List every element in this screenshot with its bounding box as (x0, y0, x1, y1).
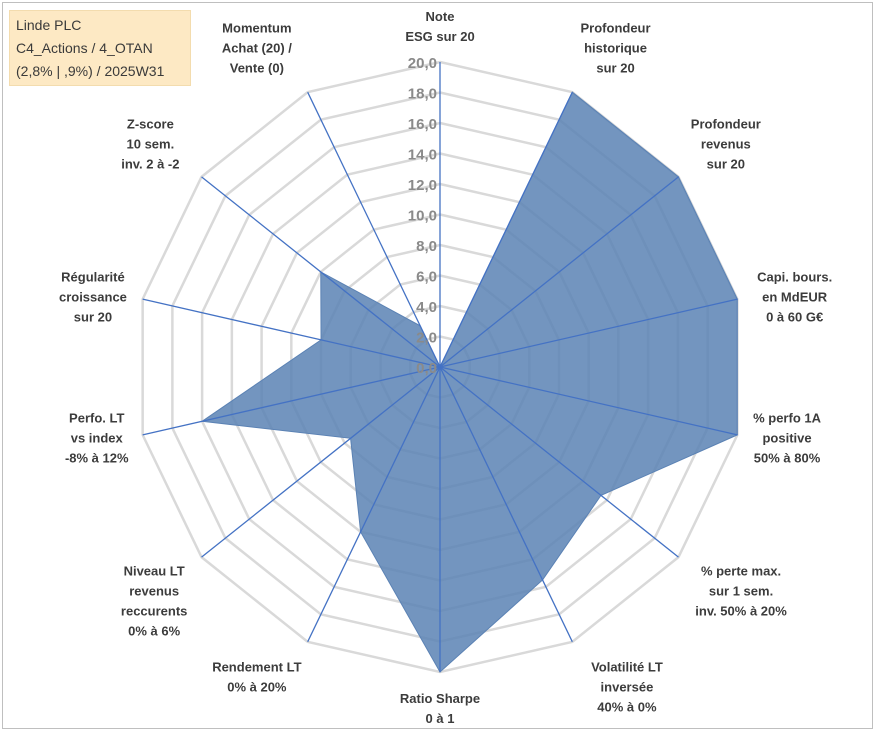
axis-label-line: % perte max. (701, 564, 781, 579)
axis-label-line: historique (584, 40, 647, 55)
axis-label-line: Vente (0) (230, 60, 284, 75)
axis-label-line: -8% à 12% (65, 451, 129, 466)
radar-axis-labels: Note ESG sur 20 Profondeur historique sur 20… (59, 9, 832, 726)
axis-label-line: 50% à 80% (754, 451, 821, 466)
axis-label-line: ESG sur 20 (405, 29, 474, 44)
tick-label: 16,0 (408, 116, 437, 133)
axis-spoke (439, 366, 738, 436)
tick-label: 6,0 (416, 269, 437, 286)
tick-label: 4,0 (416, 299, 437, 316)
tick-label: 0,0 (416, 360, 437, 377)
axis-label-5: % perte max. sur 1 sem. inv. 50% à 20% (695, 564, 787, 619)
axis-label-line: Note (426, 9, 455, 24)
axis-label-line: en MdEUR (762, 289, 828, 304)
axis-label-11: Régularité croissance sur 20 (59, 269, 127, 324)
tick-label: 18,0 (408, 86, 437, 103)
axis-spoke (142, 298, 441, 368)
axis-spoke (439, 298, 738, 368)
axis-label-line: positive (762, 431, 811, 446)
axis-label-line: Volatilité LT (591, 660, 663, 675)
axis-label-line: Momentum (222, 20, 291, 35)
axis-label-line: croissance (59, 289, 127, 304)
axis-label-line: 0% à 20% (227, 680, 287, 695)
info-box: Linde PLC C4_Actions / 4_OTAN (2,8% | ,9… (9, 10, 191, 86)
axis-label-line: Régularité (61, 269, 125, 284)
axis-label-line: Capi. bours. (757, 269, 832, 284)
axis-label-line: sur 20 (74, 309, 112, 324)
axis-spoke (142, 366, 441, 436)
axis-label-line: 40% à 0% (597, 700, 657, 715)
info-company: Linde PLC (16, 17, 82, 33)
tick-label: 14,0 (408, 147, 437, 164)
tick-label: 10,0 (408, 208, 437, 225)
axis-label-8: Rendement LT 0% à 20% (212, 660, 301, 695)
axis-spoke (201, 366, 441, 558)
axis-label-2: Profondeur revenus sur 20 (691, 116, 761, 171)
axis-label-line: % perfo 1A (753, 411, 822, 426)
axis-label-9: Niveau LT revenus reccurents 0% à 6% (121, 564, 187, 639)
tick-label: 8,0 (416, 238, 437, 255)
axis-label-1: Profondeur historique sur 20 (581, 20, 651, 75)
axis-label-line: inversée (601, 680, 654, 695)
axis-label-line: Rendement LT (212, 660, 301, 675)
axis-spoke (439, 366, 573, 643)
axis-spoke (307, 366, 441, 643)
tick-label: 2,0 (416, 330, 437, 347)
axis-label-line: inv. 2 à -2 (121, 156, 179, 171)
axis-label-line: Z-score (127, 116, 174, 131)
axis-label-line: inv. 50% à 20% (695, 604, 787, 619)
axis-spoke (439, 91, 573, 368)
axis-label-line: Achat (20) / (222, 40, 292, 55)
axis-label-line: reccurents (121, 604, 187, 619)
axis-label-line: revenus (701, 136, 751, 151)
axis-label-line: 0 à 1 (426, 711, 455, 726)
axis-label-0: Note ESG sur 20 (405, 9, 474, 44)
axis-label-line: Profondeur (581, 20, 651, 35)
axis-label-4: % perfo 1A positive 50% à 80% (753, 411, 822, 466)
axis-spoke (201, 176, 441, 368)
radar-series (200, 91, 738, 673)
axis-label-line: Ratio Sharpe (400, 691, 480, 706)
axis-spoke (439, 366, 679, 558)
axis-label-line: Niveau LT (124, 564, 185, 579)
axis-label-line: 10 sem. (127, 136, 175, 151)
axis-label-line: Profondeur (691, 116, 761, 131)
axis-label-3: Capi. bours. en MdEUR 0 à 60 G€ (757, 269, 832, 324)
axis-label-13: Momentum Achat (20) / Vente (0) (222, 20, 292, 75)
axis-label-line: 0 à 60 G€ (766, 309, 823, 324)
axis-label-line: sur 20 (596, 60, 634, 75)
tick-label: 12,0 (408, 177, 437, 194)
info-period: (2,8% | ,9%) / 2025W31 (16, 63, 165, 79)
axis-label-12: Z-score 10 sem. inv. 2 à -2 (121, 116, 179, 171)
axis-label-line: Perfo. LT (69, 411, 124, 426)
axis-label-6: Volatilité LT inversée 40% à 0% (591, 660, 663, 715)
tick-label: 20,0 (408, 55, 437, 72)
axis-label-7: Ratio Sharpe 0 à 1 (400, 691, 480, 726)
axis-label-line: revenus (129, 584, 179, 599)
axis-label-line: sur 1 sem. (709, 584, 773, 599)
radar-spokes (142, 62, 738, 672)
axis-label-line: vs index (71, 431, 124, 446)
info-category: C4_Actions / 4_OTAN (16, 40, 153, 56)
axis-label-line: sur 20 (707, 156, 745, 171)
radar-tick-labels: 0,0 2,0 4,0 6,0 8,0 10,0 12,0 14,0 16,0 18,0 20,0 (408, 55, 437, 377)
axis-spoke (439, 176, 679, 368)
axis-label-10: Perfo. LT vs index -8% à 12% (65, 411, 129, 466)
axis-label-line: 0% à 6% (128, 624, 180, 639)
axis-spoke (307, 91, 441, 368)
